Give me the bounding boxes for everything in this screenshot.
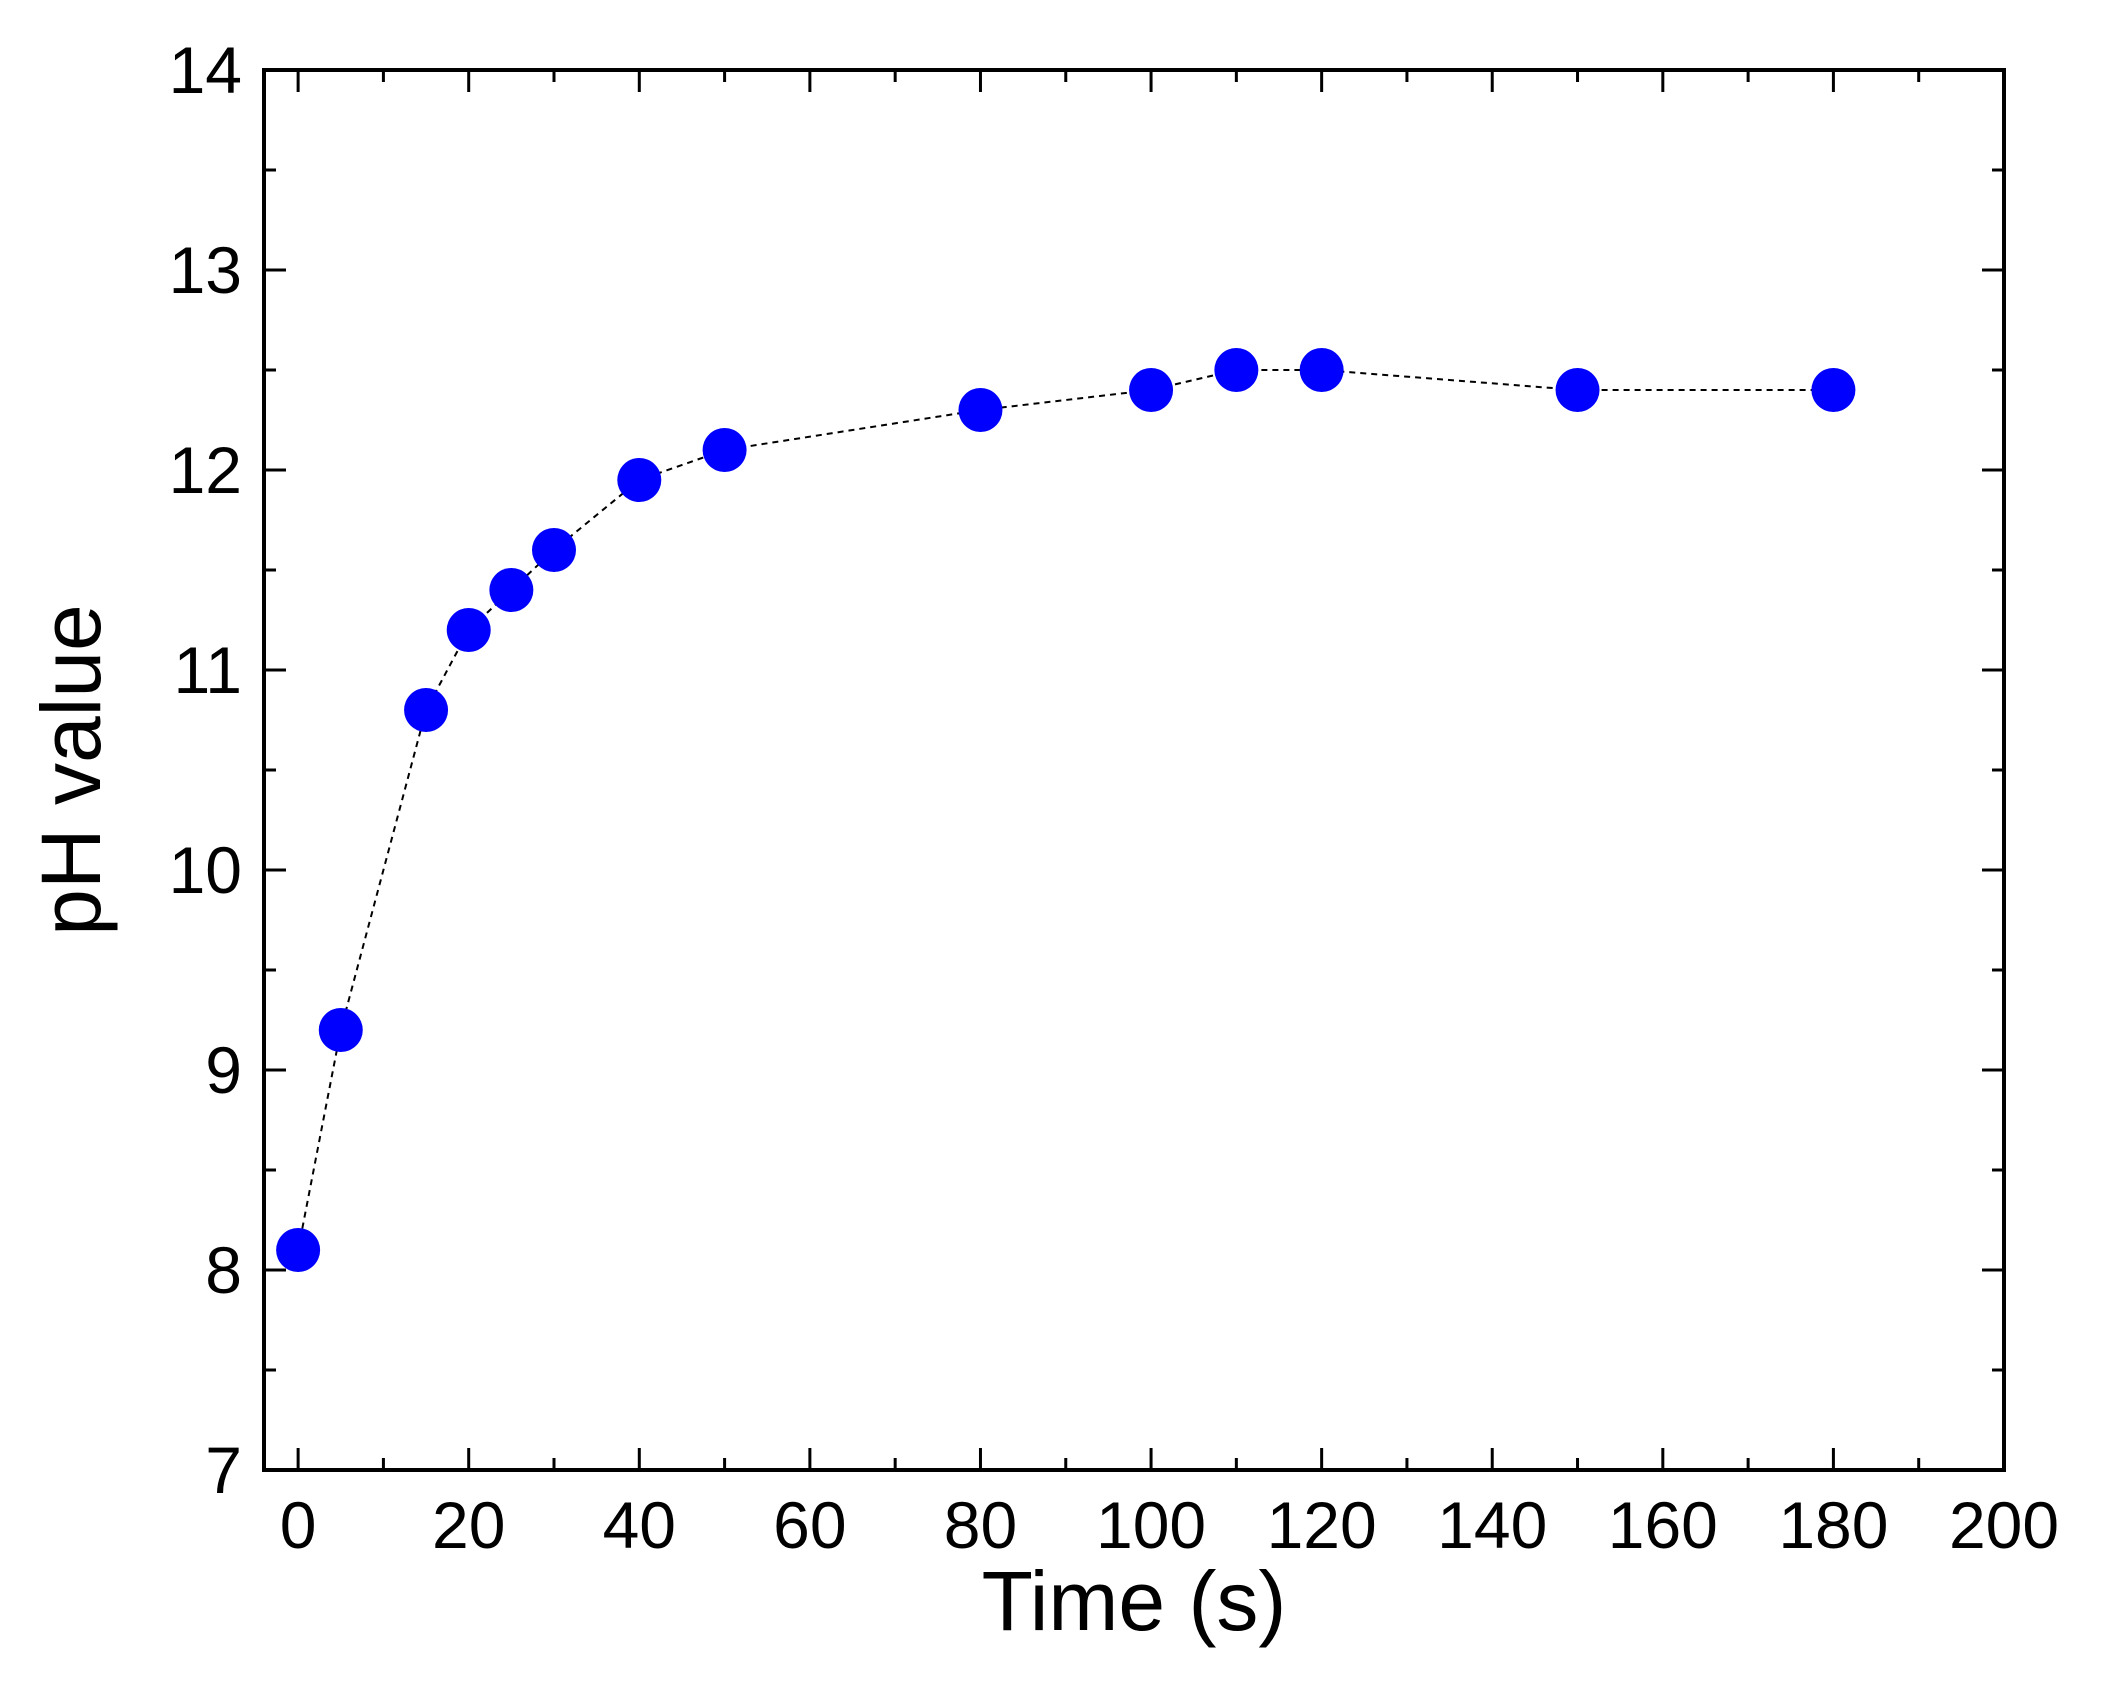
y-axis-label: pH value — [24, 604, 118, 936]
y-tick-label: 9 — [205, 1033, 242, 1107]
data-point — [617, 458, 662, 502]
y-tick-label: 14 — [169, 33, 242, 107]
y-tick-label: 11 — [173, 633, 242, 707]
data-point — [404, 688, 449, 732]
x-axis-label: Time (s) — [982, 1554, 1287, 1648]
x-tick-label: 60 — [773, 1488, 846, 1562]
x-tick-label: 40 — [603, 1488, 676, 1562]
x-tick-label: 100 — [1096, 1488, 1206, 1562]
y-tick-label: 13 — [169, 233, 242, 307]
data-point — [1299, 348, 1344, 392]
x-tick-label: 120 — [1267, 1488, 1377, 1562]
x-tick-label: 200 — [1949, 1488, 2059, 1562]
x-tick-label: 0 — [280, 1488, 317, 1562]
x-tick-label: 80 — [944, 1488, 1017, 1562]
data-point — [1129, 368, 1174, 412]
tick-labels: 0 20 40 60 80 100 120 140 160 180 200 7 8 9 10 11 12 13 14 — [169, 33, 2059, 1562]
data-point — [276, 1228, 321, 1272]
data-markers — [276, 348, 1856, 1272]
x-tick-label: 160 — [1608, 1488, 1718, 1562]
data-point — [446, 608, 491, 652]
x-tick-label: 20 — [432, 1488, 505, 1562]
y-tick-label: 7 — [205, 1433, 242, 1507]
data-point — [1811, 368, 1856, 412]
y-tick-label: 10 — [169, 833, 242, 907]
data-point — [1555, 368, 1600, 412]
data-point — [702, 428, 747, 472]
plot-frame — [262, 68, 2006, 1472]
data-point — [1214, 348, 1259, 392]
data-point — [318, 1008, 363, 1052]
x-tick-label: 140 — [1437, 1488, 1547, 1562]
data-point — [958, 388, 1003, 432]
y-tick-label: 12 — [169, 433, 242, 507]
x-tick-label: 180 — [1778, 1488, 1888, 1562]
data-point — [489, 568, 534, 612]
y-tick-label: 8 — [205, 1233, 242, 1307]
data-point — [532, 528, 576, 572]
